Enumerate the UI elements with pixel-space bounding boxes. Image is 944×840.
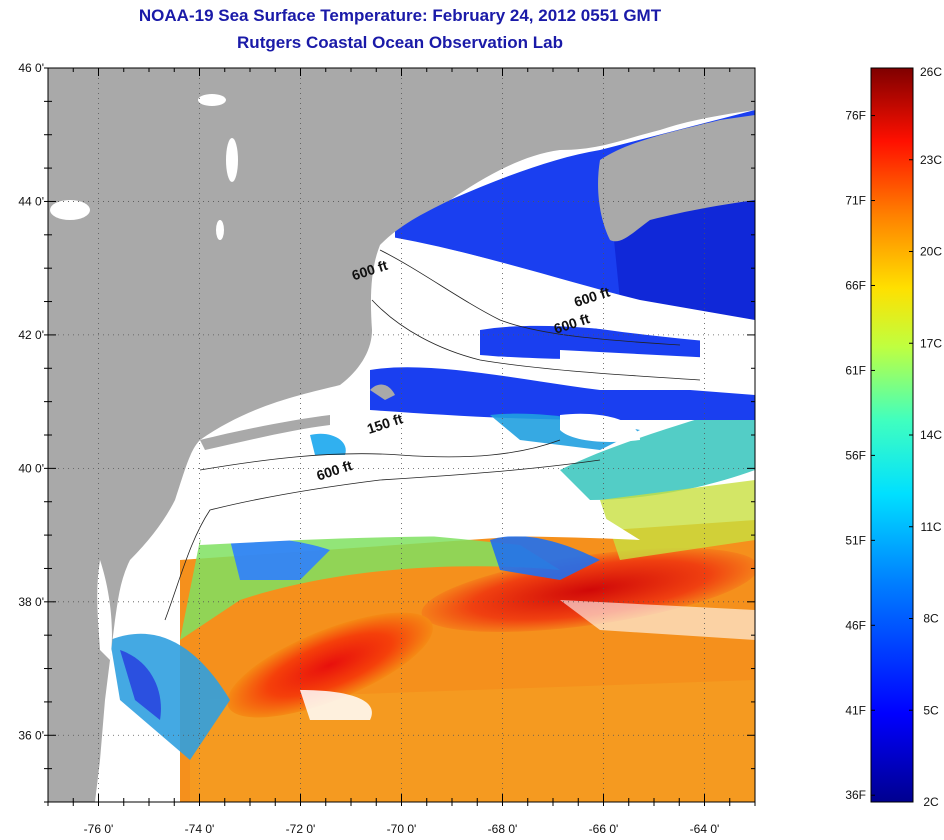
colorbar-c-label: 23C [920, 153, 942, 167]
lat-label: 40 0' [18, 461, 44, 475]
sst-field [48, 68, 755, 802]
latitude-labels: 46 0' 44 0' 42 0' 40 0' 38 0' 36 0' [18, 61, 44, 742]
lat-label: 38 0' [18, 595, 44, 609]
colorbar-c-label: 2C [923, 795, 939, 809]
colorbar-f-label: 61F [845, 363, 866, 377]
lat-label: 44 0' [18, 194, 44, 208]
colorbar-f-label: 41F [845, 703, 866, 717]
gulf-stream-east [421, 548, 755, 632]
land-mass [48, 68, 755, 802]
colorbar-c-label: 26C [920, 65, 942, 79]
gulf-stream-west [227, 612, 433, 718]
colorbar-f-label: 51F [845, 533, 866, 547]
colorbar-c-label: 11C [920, 520, 941, 534]
colorbar-c-label: 5C [923, 703, 939, 717]
lon-label: -64 0' [690, 822, 720, 836]
colorbar-c-label: 20C [920, 245, 942, 259]
lat-label: 36 0' [18, 728, 44, 742]
lat-label: 46 0' [18, 61, 44, 75]
lon-label: -72 0' [286, 822, 316, 836]
map-title: NOAA-19 Sea Surface Temperature: Februar… [138, 6, 662, 25]
colorbar-f-label: 46F [845, 618, 866, 632]
colorbar-gradient [870, 67, 914, 803]
colorbar: 26C 23C 20C 17C 14C 11C 8C 5C 2C 76F 71F 66F 61F 56F… [845, 65, 942, 809]
colorbar-f-label: 71F [845, 194, 866, 208]
colorbar-f-label: 66F [845, 278, 866, 292]
colorbar-c-label: 8C [923, 612, 939, 626]
nova-scotia [598, 115, 755, 242]
lat-label: 42 0' [18, 328, 44, 342]
axis-ticks [44, 67, 756, 806]
lon-label: -66 0' [589, 822, 619, 836]
lon-label: -70 0' [387, 822, 417, 836]
colorbar-fahrenheit-labels: 76F 71F 66F 61F 56F 51F 46F 41F 36F [845, 109, 875, 802]
lon-label: -76 0' [84, 822, 114, 836]
colorbar-c-label: 17C [920, 336, 942, 350]
map-subtitle: Rutgers Coastal Ocean Observation Lab [237, 33, 563, 52]
depth-contours [164, 249, 701, 621]
colorbar-c-label: 14C [920, 428, 942, 442]
lon-label: -74 0' [185, 822, 215, 836]
longitude-labels: -76 0' -74 0' -72 0' -70 0' -68 0' -66 0' -64 … [84, 822, 720, 836]
colorbar-f-label: 56F [845, 448, 866, 462]
colorbar-f-label: 36F [845, 788, 866, 802]
lon-label: -68 0' [488, 822, 518, 836]
colorbar-celsius-labels: 26C 23C 20C 17C 14C 11C 8C 5C 2C [909, 65, 942, 809]
colorbar-f-label: 76F [845, 109, 866, 123]
